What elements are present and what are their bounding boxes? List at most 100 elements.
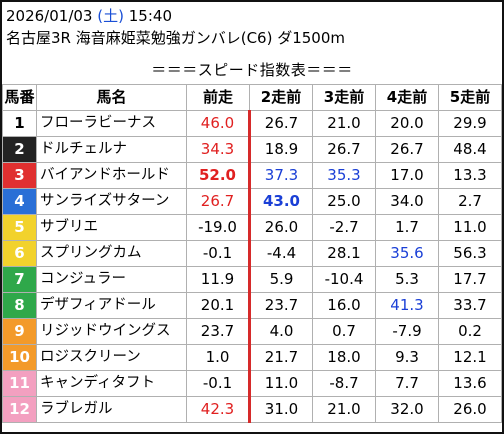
day-of-week: (土)	[97, 7, 124, 25]
horse-name: サブリエ	[36, 214, 187, 241]
table-row: 6 スプリングカム -0.1 -4.4 28.1 35.6 56.3	[2, 240, 502, 267]
speed-index-value: -0.1	[186, 240, 251, 267]
table-row: 11 キャンディタフト -0.1 11.0 -8.7 7.7 13.6	[2, 370, 502, 397]
speed-index-value: -4.4	[249, 240, 313, 267]
speed-index-value: 33.7	[438, 292, 502, 319]
table-row: 9 リジッドウイングス 23.7 4.0 0.7 -7.9 0.2	[2, 318, 502, 345]
speed-index-value: 16.0	[312, 292, 376, 319]
horse-number: 11	[2, 370, 37, 397]
speed-index-value: -10.4	[312, 266, 376, 293]
speed-index-value: 32.0	[375, 396, 439, 423]
speed-index-value: 20.1	[186, 292, 251, 319]
race-header: 2026/01/03 (土) 15:40 名古屋3R 海音麻姫菜勉強ガンバレ(C…	[6, 6, 345, 48]
column-header-5back: 5走前	[438, 84, 502, 111]
table-row: 12 ラブレガル 42.3 31.0 21.0 32.0 26.0	[2, 396, 502, 423]
speed-index-value: 5.9	[249, 266, 313, 293]
speed-index-value: 17.7	[438, 266, 502, 293]
speed-index-value: 26.0	[438, 396, 502, 423]
horse-name: ドルチェルナ	[36, 136, 187, 163]
speed-index-value: 25.0	[312, 188, 376, 215]
horse-number: 10	[2, 344, 37, 371]
speed-index-value: 20.0	[375, 110, 439, 137]
speed-index-value: 23.7	[186, 318, 251, 345]
speed-index-value: -8.7	[312, 370, 376, 397]
speed-index-value: 35.6	[375, 240, 439, 267]
speed-index-value: 11.0	[438, 214, 502, 241]
horse-name: スプリングカム	[36, 240, 187, 267]
speed-index-value: 37.3	[249, 162, 313, 189]
speed-index-value: 1.7	[375, 214, 439, 241]
speed-index-value: 7.7	[375, 370, 439, 397]
date-line: 2026/01/03 (土) 15:40	[6, 6, 345, 28]
horse-name: サンライズサターン	[36, 188, 187, 215]
speed-index-value: 23.7	[249, 292, 313, 319]
horse-number: 9	[2, 318, 37, 345]
speed-index-value: 17.0	[375, 162, 439, 189]
speed-index-value: 26.0	[249, 214, 313, 241]
horse-name: コンジュラー	[36, 266, 187, 293]
speed-index-value: 21.7	[249, 344, 313, 371]
speed-index-value: 12.1	[438, 344, 502, 371]
speed-index-value: 43.0	[249, 188, 313, 215]
speed-index-value: 21.0	[312, 396, 376, 423]
speed-index-value: 34.3	[186, 136, 251, 163]
table-row: 2 ドルチェルナ 34.3 18.9 26.7 26.7 48.4	[2, 136, 502, 163]
speed-index-value: 5.3	[375, 266, 439, 293]
horse-name: デザフィアドール	[36, 292, 187, 319]
column-header-3back: 3走前	[312, 84, 376, 111]
speed-index-value: 18.9	[249, 136, 313, 163]
speed-index-value: 35.3	[312, 162, 376, 189]
speed-index-value: 56.3	[438, 240, 502, 267]
table-header-row: 馬番 馬名 前走 2走前 3走前 4走前 5走前	[2, 84, 502, 111]
speed-index-value: 13.6	[438, 370, 502, 397]
speed-index-value: -19.0	[186, 214, 251, 241]
speed-index-value: -0.1	[186, 370, 251, 397]
column-header-name: 馬名	[36, 84, 187, 111]
horse-number: 6	[2, 240, 37, 267]
horse-number: 8	[2, 292, 37, 319]
horse-number: 2	[2, 136, 37, 163]
table-row: 8 デザフィアドール 20.1 23.7 16.0 41.3 33.7	[2, 292, 502, 319]
horse-number: 5	[2, 214, 37, 241]
column-header-last: 前走	[186, 84, 250, 111]
speed-index-value: 9.3	[375, 344, 439, 371]
race-time: 15:40	[128, 7, 172, 25]
horse-number: 3	[2, 162, 37, 189]
horse-name: リジッドウイングス	[36, 318, 187, 345]
horse-number: 4	[2, 188, 37, 215]
table-row: 4 サンライズサターン 26.7 43.0 25.0 34.0 2.7	[2, 188, 502, 215]
horse-number: 7	[2, 266, 37, 293]
horse-name: キャンディタフト	[36, 370, 187, 397]
speed-index-value: 18.0	[312, 344, 376, 371]
column-header-2back: 2走前	[249, 84, 313, 111]
speed-index-value: 4.0	[249, 318, 313, 345]
column-header-number: 馬番	[2, 84, 37, 111]
speed-index-value: 46.0	[186, 110, 251, 137]
speed-index-value: 26.7	[312, 136, 376, 163]
table-row: 7 コンジュラー 11.9 5.9 -10.4 5.3 17.7	[2, 266, 502, 293]
table-subtitle: ＝＝＝スピード指数表＝＝＝	[151, 61, 353, 79]
speed-index-value: 13.3	[438, 162, 502, 189]
speed-index-value: 2.7	[438, 188, 502, 215]
table-row: 3 バイアンドホールド 52.0 37.3 35.3 17.0 13.3	[2, 162, 502, 189]
speed-index-value: 41.3	[375, 292, 439, 319]
speed-index-value: 42.3	[186, 396, 251, 423]
race-title: 名古屋3R 海音麻姫菜勉強ガンバレ(C6) ダ1500m	[6, 29, 346, 47]
horse-name: ロジスクリーン	[36, 344, 187, 371]
speed-index-value: 0.2	[438, 318, 502, 345]
race-date: 2026/01/03	[6, 7, 93, 25]
horse-name: バイアンドホールド	[36, 162, 187, 189]
speed-index-value: 28.1	[312, 240, 376, 267]
speed-index-value: 29.9	[438, 110, 502, 137]
horse-number: 12	[2, 396, 37, 423]
speed-index-value: 11.9	[186, 266, 251, 293]
speed-index-value: 26.7	[375, 136, 439, 163]
speed-index-value: 11.0	[249, 370, 313, 397]
speed-index-value: -7.9	[375, 318, 439, 345]
speed-index-value: 21.0	[312, 110, 376, 137]
speed-index-value: 34.0	[375, 188, 439, 215]
speed-index-value: 52.0	[186, 162, 251, 189]
horse-number: 1	[2, 110, 37, 137]
horse-name: フローラビーナス	[36, 110, 187, 137]
